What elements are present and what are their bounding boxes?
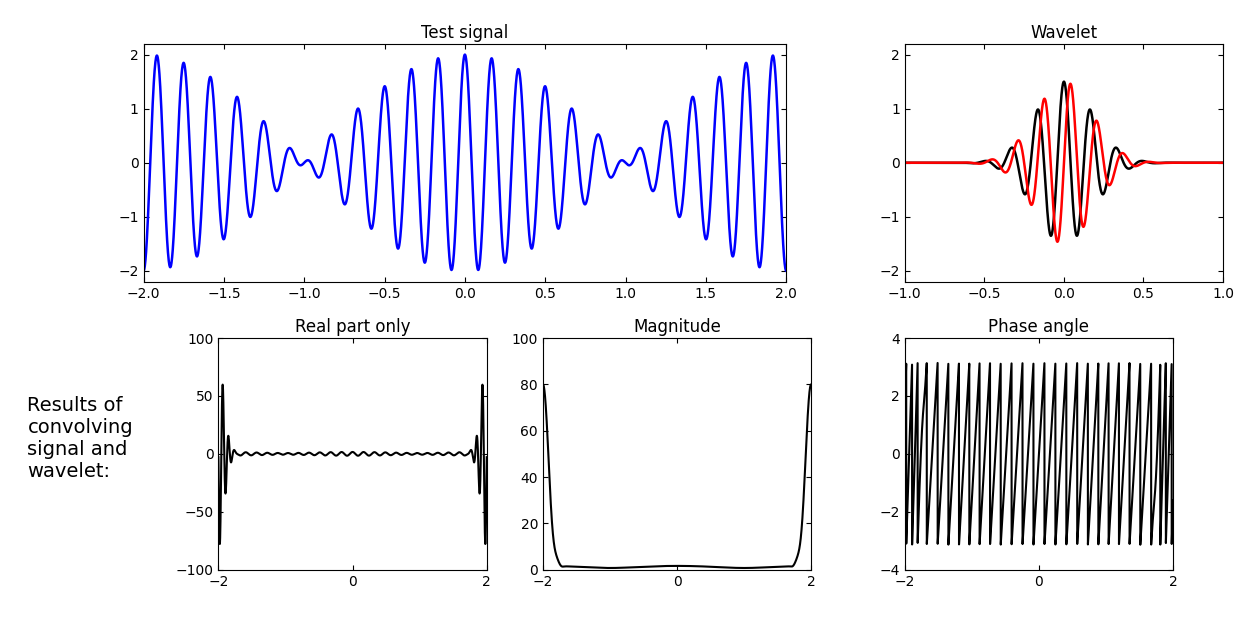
Title: Real part only: Real part only <box>295 319 411 337</box>
Title: Phase angle: Phase angle <box>988 319 1090 337</box>
Title: Magnitude: Magnitude <box>633 319 721 337</box>
Text: Results of
convolving
signal and
wavelet:: Results of convolving signal and wavelet… <box>27 396 134 481</box>
Title: Test signal: Test signal <box>422 24 508 43</box>
Title: Wavelet: Wavelet <box>1031 24 1097 43</box>
